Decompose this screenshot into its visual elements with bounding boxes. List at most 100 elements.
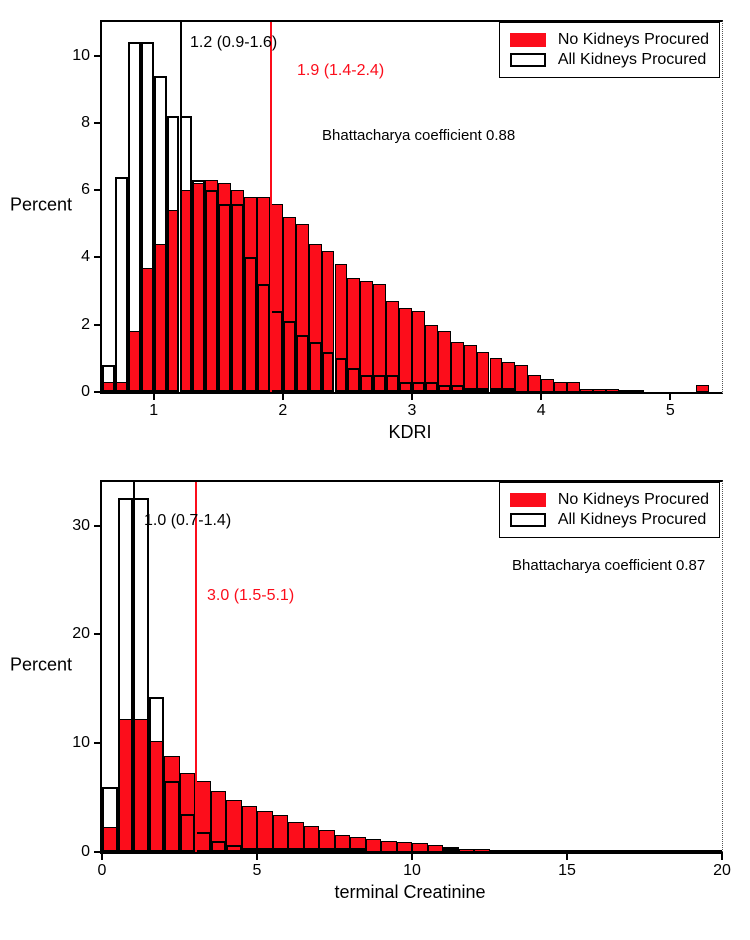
panel-creatinine: Percent 0102030051015201.0 (0.7-1.4)3.0 … — [10, 470, 740, 910]
bar-outline — [205, 190, 218, 392]
bar-outline — [128, 42, 141, 392]
bar-red — [273, 815, 289, 852]
bar-outline — [218, 204, 231, 392]
tick-x — [153, 392, 155, 400]
bar-outline — [192, 180, 205, 392]
tick-x — [721, 852, 723, 860]
tick-y — [94, 525, 102, 527]
legend-label: All Kidneys Procured — [558, 511, 707, 529]
bar-red — [629, 850, 645, 852]
ticklabel-x: 10 — [403, 862, 421, 880]
bar-outline — [211, 841, 227, 852]
tick-x — [411, 392, 413, 400]
bar-red — [528, 375, 541, 392]
tick-x — [282, 392, 284, 400]
bar-outline — [118, 498, 134, 852]
bar-outline — [438, 385, 451, 392]
bar-outline — [386, 375, 399, 392]
ticklabel-y: 10 — [72, 47, 90, 65]
bar-red — [676, 850, 692, 852]
bar-outline — [335, 358, 348, 392]
bar-outline — [164, 781, 180, 852]
bar-red — [598, 850, 614, 852]
bar-outline — [296, 335, 309, 392]
bar-red — [399, 308, 412, 392]
ticklabel-y: 6 — [81, 181, 90, 199]
annotation-bhatt: Bhattacharya coefficient 0.88 — [322, 127, 515, 144]
bar-red — [242, 806, 258, 852]
ticklabel-y: 2 — [81, 316, 90, 334]
bar-red — [428, 845, 444, 852]
legend-swatch-outline — [510, 513, 546, 527]
ticklabel-x: 20 — [713, 862, 731, 880]
bar-red — [567, 382, 580, 392]
bar-red — [593, 389, 606, 392]
tick-x — [540, 392, 542, 400]
annotation-black: 1.2 (0.9-1.6) — [190, 34, 277, 52]
bar-outline — [335, 848, 351, 852]
legend-row: All Kidneys Procured — [510, 51, 709, 69]
bar-outline — [149, 697, 165, 852]
bar-red — [366, 839, 382, 852]
bar-red — [691, 850, 707, 852]
bar-outline — [451, 385, 464, 392]
bar-red — [580, 389, 593, 392]
bar-red — [412, 311, 425, 392]
bar-red — [381, 841, 397, 852]
bar-outline — [443, 848, 459, 852]
ticklabel-y: 4 — [81, 248, 90, 266]
ylabel-kdri: Percent — [10, 195, 72, 216]
bar-red — [645, 850, 661, 852]
legend-label: All Kidneys Procured — [558, 51, 707, 69]
annotation-red: 3.0 (1.5-5.1) — [207, 587, 294, 605]
bar-red — [490, 850, 506, 852]
legend-swatch-outline — [510, 53, 546, 67]
bar-red — [477, 352, 490, 392]
bar-outline — [283, 321, 296, 392]
bar-red — [226, 800, 242, 852]
bar-outline — [167, 116, 180, 392]
bar-red — [412, 843, 428, 852]
ticklabel-x: 5 — [253, 862, 262, 880]
bar-outline — [309, 342, 322, 392]
bar-outline — [399, 382, 412, 392]
tick-y — [94, 633, 102, 635]
xlabel-kdri: KDRI — [388, 422, 431, 443]
bar-red — [707, 850, 723, 852]
bar-outline — [257, 284, 270, 392]
annotation-red: 1.9 (1.4-2.4) — [297, 62, 384, 80]
tick-y — [94, 391, 102, 393]
bar-red — [660, 850, 676, 852]
legend-label: No Kidneys Procured — [558, 31, 709, 49]
annotation-bhatt: Bhattacharya coefficient 0.87 — [512, 557, 705, 574]
bar-red — [606, 389, 619, 392]
tick-x — [669, 392, 671, 400]
bar-outline — [425, 382, 438, 392]
ticklabel-y: 0 — [81, 383, 90, 401]
ticklabel-x: 4 — [537, 402, 546, 420]
bar-outline — [319, 848, 335, 852]
bar-red — [397, 842, 413, 852]
bar-outline — [322, 352, 335, 392]
legend-row: No Kidneys Procured — [510, 31, 709, 49]
bar-outline — [347, 368, 360, 392]
tick-x — [411, 852, 413, 860]
vline-black — [133, 482, 135, 852]
bar-outline — [288, 848, 304, 852]
bar-red — [459, 849, 475, 852]
bar-outline — [180, 814, 196, 852]
tick-y — [94, 189, 102, 191]
bar-outline — [373, 375, 386, 392]
bar-red — [619, 390, 632, 392]
bar-red — [696, 385, 709, 392]
bar-outline — [304, 848, 320, 852]
bar-red — [632, 390, 645, 392]
ticklabel-y: 30 — [72, 517, 90, 535]
bar-outline — [141, 42, 154, 392]
legend-row: All Kidneys Procured — [510, 511, 709, 529]
legend-swatch-red — [510, 33, 546, 47]
bar-outline — [102, 365, 115, 392]
vline-red — [270, 22, 272, 392]
ticklabel-y: 20 — [72, 625, 90, 643]
ticklabel-y: 10 — [72, 734, 90, 752]
